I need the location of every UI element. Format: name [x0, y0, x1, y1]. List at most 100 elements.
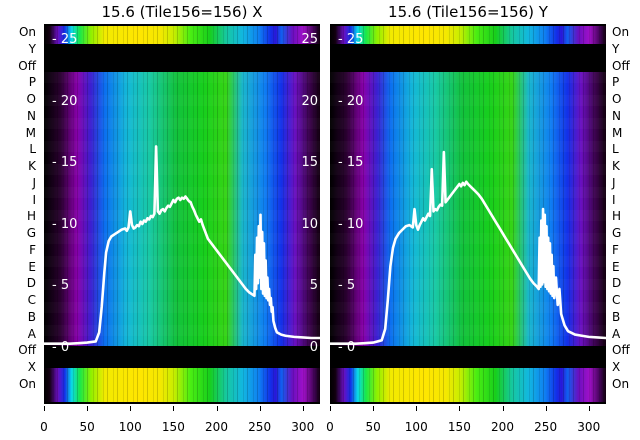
x-tick-label-50: 50: [79, 420, 95, 434]
x-tick-label-100: 100: [118, 420, 142, 434]
inner-y-tick-5: - 5: [338, 278, 356, 294]
category-tick-g-12: G: [612, 226, 622, 241]
x-tick-mark-50: [87, 406, 89, 411]
x-tick-label-200: 200: [491, 420, 514, 434]
category-tick-g-12: G: [26, 226, 36, 241]
category-tick-p-3: P: [612, 75, 620, 90]
category-tick-y-1: Y: [28, 41, 36, 56]
panel-right[interactable]: - 25 - 20 - 15 - 10 - 5 - 0 On Y Off P O N M L K J I H G F…: [330, 24, 630, 404]
x-tick-mark-0: [44, 406, 45, 411]
x-tick-mark-100: [130, 406, 132, 411]
category-tick-i-10: I: [32, 192, 36, 207]
trace-curve-left: [44, 24, 320, 404]
x-tick-mark-50: [373, 406, 375, 411]
x-tick-mark-250: [545, 406, 547, 411]
x-tick-label-0: 0: [40, 420, 48, 434]
category-tick-on-0: On: [612, 25, 630, 39]
category-tick-l-7: L: [29, 142, 36, 157]
x-tick-mark-200: [502, 406, 504, 411]
category-axis-right-panel: On Y Off P O N M L K J I H G F E D C B A Off X On: [606, 24, 640, 404]
main-data-block-left: [44, 72, 320, 346]
category-tick-d-15: D: [612, 276, 622, 291]
category-tick-f-13: F: [612, 242, 619, 257]
inner-numeric-axis-right: - 25 - 20 - 15 - 10 - 5 - 0: [330, 24, 376, 404]
panel-left[interactable]: On Y Off P O N M L K J I H G F E D C B A Off X On - 25 - 20 - 1…: [18, 24, 320, 404]
heatmap-right: [330, 24, 606, 404]
category-tick-k-8: K: [28, 159, 36, 174]
category-tick-on-21: On: [612, 377, 630, 391]
category-tick-on-0: On: [18, 25, 36, 39]
category-tick-j-9: J: [32, 175, 36, 190]
category-tick-off-19: Off: [612, 343, 630, 358]
x-tick-mark-150: [173, 406, 175, 411]
inner-y-tick-20: - 20: [52, 93, 78, 109]
inner-y-tick-10: 10: [301, 217, 318, 232]
category-tick-y-1: Y: [612, 41, 620, 56]
inner-y-tick-5: 5: [309, 279, 318, 294]
category-tick-m-6: M: [25, 125, 36, 140]
category-tick-p-3: P: [28, 75, 36, 90]
inner-y-tick-20: 20: [301, 94, 318, 109]
category-tick-h-11: H: [26, 209, 36, 224]
category-tick-a-18: A: [612, 326, 621, 341]
category-tick-o-4: O: [26, 92, 36, 107]
category-tick-x-20: X: [27, 360, 36, 375]
category-tick-n-5: N: [612, 108, 621, 123]
panel-title-left: 15.6 (Tile156=156) X: [101, 3, 263, 21]
heatmap-left: [44, 24, 320, 404]
category-axis-left-panel: On Y Off P O N M L K J I H G F E D C B A Off X On: [0, 24, 40, 404]
bottom-colorstrip-left: [44, 368, 320, 402]
x-tick-label-150: 150: [161, 420, 185, 434]
inner-y-tick-0: 0: [309, 341, 318, 355]
inner-y-tick-0: - 0: [338, 340, 356, 355]
category-tick-on-21: On: [18, 377, 36, 391]
x-tick-mark-200: [216, 406, 218, 411]
top-colorstrip-left: [44, 26, 320, 44]
category-tick-l-7: L: [612, 142, 619, 157]
x-tick-mark-300: [588, 406, 590, 411]
category-tick-off-19: Off: [18, 343, 36, 358]
category-tick-c-16: C: [612, 293, 621, 308]
category-tick-n-5: N: [27, 108, 36, 123]
x-tick-label-150: 150: [447, 420, 471, 434]
inner-y-tick-10: - 10: [338, 216, 364, 232]
inner-y-tick-5: - 5: [52, 278, 70, 294]
top-colorstrip-right: [330, 26, 606, 44]
inner-y-tick-25: 25: [301, 33, 318, 47]
inner-y-tick-10: - 10: [52, 216, 78, 232]
main-data-block-right: [330, 72, 606, 346]
x-tick-mark-250: [259, 406, 261, 411]
category-tick-e-14: E: [28, 259, 36, 274]
category-tick-j-9: J: [612, 175, 616, 190]
inner-numeric-axis-left-right-edge: 25 20 15 10 5 0: [274, 24, 320, 404]
bottom-colorstrip-right: [330, 368, 606, 402]
inner-numeric-axis-left: - 25 - 20 - 15 - 10 - 5 - 0: [44, 24, 90, 404]
panel-title-right: 15.6 (Tile156=156) Y: [388, 3, 548, 21]
x-tick-label-250: 250: [248, 420, 272, 434]
x-tick-mark-0: [330, 406, 331, 411]
trace-curve-right: [330, 24, 606, 404]
category-tick-f-13: F: [29, 242, 36, 257]
x-tick-mark-300: [302, 406, 304, 411]
inner-y-tick-15: - 15: [52, 155, 78, 171]
x-tick-label-0: 0: [326, 420, 334, 434]
category-tick-c-16: C: [27, 293, 36, 308]
x-tick-label-250: 250: [534, 420, 558, 434]
category-tick-k-8: K: [612, 159, 620, 174]
category-tick-e-14: E: [612, 259, 620, 274]
inner-y-tick-25: - 25: [338, 32, 364, 47]
category-tick-b-17: B: [612, 309, 621, 324]
category-tick-b-17: B: [27, 309, 36, 324]
x-tick-label-200: 200: [205, 420, 228, 434]
inner-y-tick-15: 15: [301, 156, 318, 171]
x-tick-label-300: 300: [577, 420, 601, 434]
x-tick-label-300: 300: [291, 420, 315, 434]
category-tick-x-20: X: [612, 360, 621, 375]
x-tick-mark-100: [416, 406, 418, 411]
category-tick-off-2: Off: [18, 58, 36, 73]
x-tick-label-100: 100: [404, 420, 428, 434]
category-tick-o-4: O: [612, 92, 622, 107]
category-tick-i-10: I: [612, 192, 616, 207]
category-tick-h-11: H: [612, 209, 622, 224]
